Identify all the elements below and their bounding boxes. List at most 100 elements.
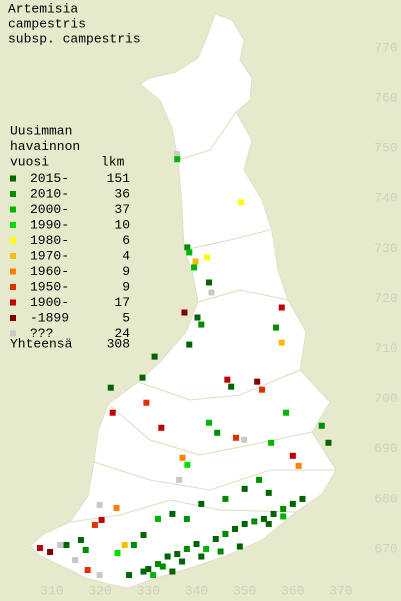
record-square: [140, 531, 147, 538]
record-square: [150, 572, 157, 579]
record-square: [251, 518, 258, 525]
record-square: [159, 563, 166, 570]
record-square: [179, 454, 186, 461]
legend-count: 37: [114, 202, 130, 217]
legend-label: ???: [30, 326, 53, 341]
record-square: [280, 505, 287, 512]
axis-ticks: 310 320 330 340 350 360 370 670 680 690 700 710 720 7…: [40, 40, 397, 598]
record-square: [214, 429, 221, 436]
record-square: [217, 548, 224, 555]
record-square: [283, 409, 290, 416]
legend-label: 1900-: [30, 295, 69, 310]
legend-count: 24: [114, 326, 130, 341]
legend-count: 17: [114, 295, 130, 310]
record-square: [228, 383, 235, 390]
record-square: [169, 568, 176, 575]
record-square: [236, 543, 243, 550]
title-line: Artemisia: [8, 1, 78, 16]
record-square: [164, 553, 171, 560]
record-square: [299, 495, 306, 502]
legend-count: 10: [114, 217, 130, 232]
record-square: [241, 436, 248, 443]
record-square: [232, 525, 239, 532]
y-tick-label: 700: [374, 391, 397, 406]
record-square: [191, 264, 198, 271]
legend-count-header: lkm: [101, 154, 125, 169]
record-square: [194, 314, 201, 321]
legend-header: vuosi: [10, 154, 49, 169]
record-square: [98, 516, 105, 523]
record-square: [232, 434, 239, 441]
record-square: [36, 544, 43, 551]
record-square: [72, 557, 79, 564]
record-square: [222, 495, 229, 502]
record-square: [270, 510, 277, 517]
record-square: [47, 549, 54, 556]
record-square: [126, 572, 133, 579]
record-square: [198, 321, 205, 328]
record-square: [278, 304, 285, 311]
legend-total: 308: [107, 336, 130, 351]
legend-swatch: [10, 175, 16, 182]
legend-count: 9: [122, 279, 130, 294]
record-square: [289, 452, 296, 459]
record-square: [265, 520, 272, 527]
record-square: [139, 374, 146, 381]
record-square: [272, 324, 279, 331]
region-borders: [69, 111, 336, 523]
x-tick-label: 340: [185, 583, 208, 598]
record-square: [192, 258, 199, 265]
legend-swatch: [10, 299, 16, 306]
legend-label: -1899: [30, 310, 69, 325]
record-square: [109, 409, 116, 416]
record-square: [318, 422, 325, 429]
record-square: [57, 541, 64, 548]
record-square: [295, 462, 302, 469]
record-square: [212, 535, 219, 542]
record-square: [198, 553, 205, 560]
legend-swatch: [10, 284, 16, 290]
record-square: [143, 399, 150, 406]
record-square: [183, 546, 190, 552]
y-tick-label: 680: [374, 491, 397, 506]
record-square: [158, 424, 165, 431]
legend-count: 36: [114, 186, 130, 201]
record-square: [241, 520, 248, 527]
record-square: [184, 244, 191, 251]
x-tick-label: 370: [329, 583, 352, 598]
y-tick-label: 710: [374, 341, 397, 356]
record-square: [289, 500, 296, 507]
record-square: [183, 515, 190, 522]
legend-count: 4: [122, 248, 130, 263]
legend-header: Uusimman: [10, 123, 72, 138]
record-square: [154, 561, 161, 568]
record-square: [96, 572, 103, 579]
record-square: [256, 476, 263, 483]
record-square: [77, 536, 84, 543]
record-square: [268, 439, 275, 446]
record-square: [113, 504, 120, 511]
y-tick-label: 770: [374, 40, 397, 55]
record-square: [154, 515, 161, 522]
record-square: [280, 513, 287, 520]
record-square: [140, 568, 147, 575]
legend-total-label: Yhteensä: [10, 336, 73, 351]
record-square: [254, 378, 261, 385]
record-square: [121, 541, 128, 548]
legend-swatch: [10, 222, 16, 228]
record-square: [174, 151, 181, 158]
record-square: [186, 249, 193, 256]
record-square: [96, 501, 103, 508]
legend-label: 1970-: [30, 248, 69, 263]
record-square: [114, 550, 121, 557]
record-square: [265, 489, 272, 496]
legend-label: 2010-: [30, 186, 69, 201]
title-line: subsp. campestris: [8, 31, 141, 46]
record-square: [63, 541, 70, 548]
record-square: [193, 540, 200, 547]
legend-swatch: [10, 191, 16, 197]
record-square: [91, 521, 98, 528]
y-tick-label: 690: [374, 441, 397, 456]
record-square: [145, 566, 152, 573]
